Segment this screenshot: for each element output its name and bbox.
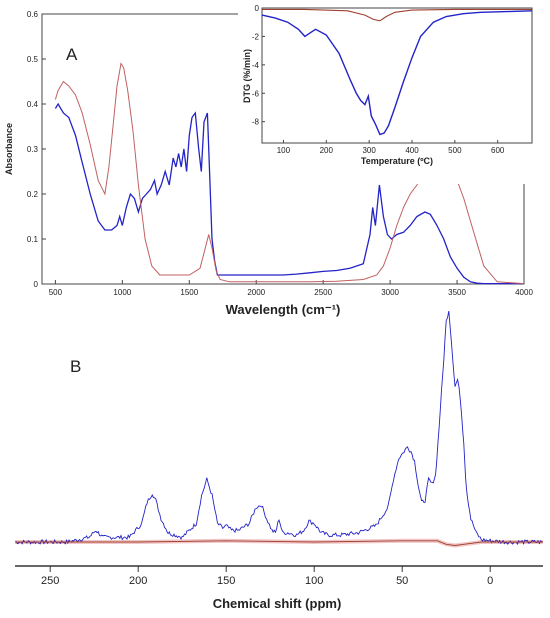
- panel-a-y-tick-label: 0.2: [27, 190, 39, 199]
- panel-b-x-tick-label: 250: [41, 575, 59, 587]
- inset-x-tick-label: 100: [277, 146, 291, 155]
- panel-a-y-tick-label: 0: [34, 280, 39, 289]
- panel-a-x-tick-label: 3500: [448, 288, 466, 297]
- inset-y-tick-label: -6: [252, 89, 260, 98]
- panel-a-y-tick-label: 0.5: [27, 55, 39, 64]
- inset-series: [261, 8, 533, 136]
- panel-a-x-tick-label: 3000: [381, 288, 399, 297]
- inset-chart: 0 -2 -4 -6 -8 100 200 300 400 500 600 DTG (%/min)…: [238, 2, 538, 184]
- inset-y-tick-label: -4: [252, 61, 260, 70]
- inset-y-tick-label: -2: [252, 32, 260, 41]
- panel-b-series-line: [14, 311, 544, 546]
- panel-a-x-tick-label: 1500: [180, 288, 198, 297]
- inset-series-line: [261, 10, 533, 136]
- inset-x-tick-label: 200: [320, 146, 334, 155]
- inset-x-tick-label: 300: [362, 146, 376, 155]
- inset-x-tick-label: 500: [448, 146, 462, 155]
- inset-y-axis-label: DTG (%/min): [242, 49, 252, 103]
- panel-a-y-tick-label: 0.4: [27, 100, 39, 109]
- panel-b-series: [14, 311, 544, 548]
- inset-plot-frame: [261, 7, 533, 144]
- panel-a-series-line: [54, 102, 524, 285]
- panel-a-x-axis-label: Wavelength (cm⁻¹): [226, 302, 341, 317]
- panel-b-series-line: [15, 540, 543, 546]
- panel-a-y-tick-label: 0.1: [27, 235, 39, 244]
- inset-x-tick-label: 400: [405, 146, 419, 155]
- inset-y-tick-label: 0: [255, 4, 260, 13]
- panel-b-x-ticks: 250 200 150 100 50 0: [41, 566, 493, 587]
- panel-b-chart: B 250 200 150 100 50 0 Chemical shift (ppm): [14, 311, 544, 611]
- panel-a-y-tick-label: 0.3: [27, 145, 39, 154]
- inset-x-axis-label: Temperature (ºC): [361, 156, 433, 166]
- panel-a-x-tick-label: 1000: [113, 288, 131, 297]
- panel-a-y-tick-label: 0.6: [27, 10, 39, 19]
- panel-b-x-tick-label: 150: [217, 575, 235, 587]
- panel-a-x-tick-label: 4000: [515, 288, 533, 297]
- inset-x-tick-label: 600: [491, 146, 505, 155]
- panel-a-x-ticks: 500 1000 1500 2000 2500 3000 3500 4000: [49, 280, 533, 297]
- inset-background: [238, 2, 538, 184]
- panel-a-x-tick-label: 2000: [247, 288, 265, 297]
- inset-y-tick-label: -8: [252, 118, 260, 127]
- panel-b-x-axis-label: Chemical shift (ppm): [213, 596, 342, 611]
- panel-a-x-tick-label: 500: [49, 288, 63, 297]
- inset-series-line: [262, 8, 532, 22]
- panel-a-y-axis-label: Absorbance: [4, 123, 14, 175]
- panel-a-letter: A: [66, 45, 78, 64]
- panel-a-y-ticks: 0 0.1 0.2 0.3 0.4 0.5 0.6: [27, 10, 46, 289]
- inset-x-ticks: 100 200 300 400 500 600: [277, 140, 505, 155]
- panel-b-x-tick-label: 200: [129, 575, 147, 587]
- inset-y-ticks: 0 -2 -4 -6 -8: [252, 4, 265, 127]
- panel-a-x-tick-label: 2500: [314, 288, 332, 297]
- panel-b-x-tick-label: 0: [487, 575, 493, 587]
- panel-b-letter: B: [70, 357, 81, 376]
- panel-a-chart: 00.10.20.30.40.50.6 500 1000 1500 2000 2500 3…: [4, 2, 538, 317]
- panel-b-x-tick-label: 50: [396, 575, 408, 587]
- panel-b-x-tick-label: 100: [305, 575, 323, 587]
